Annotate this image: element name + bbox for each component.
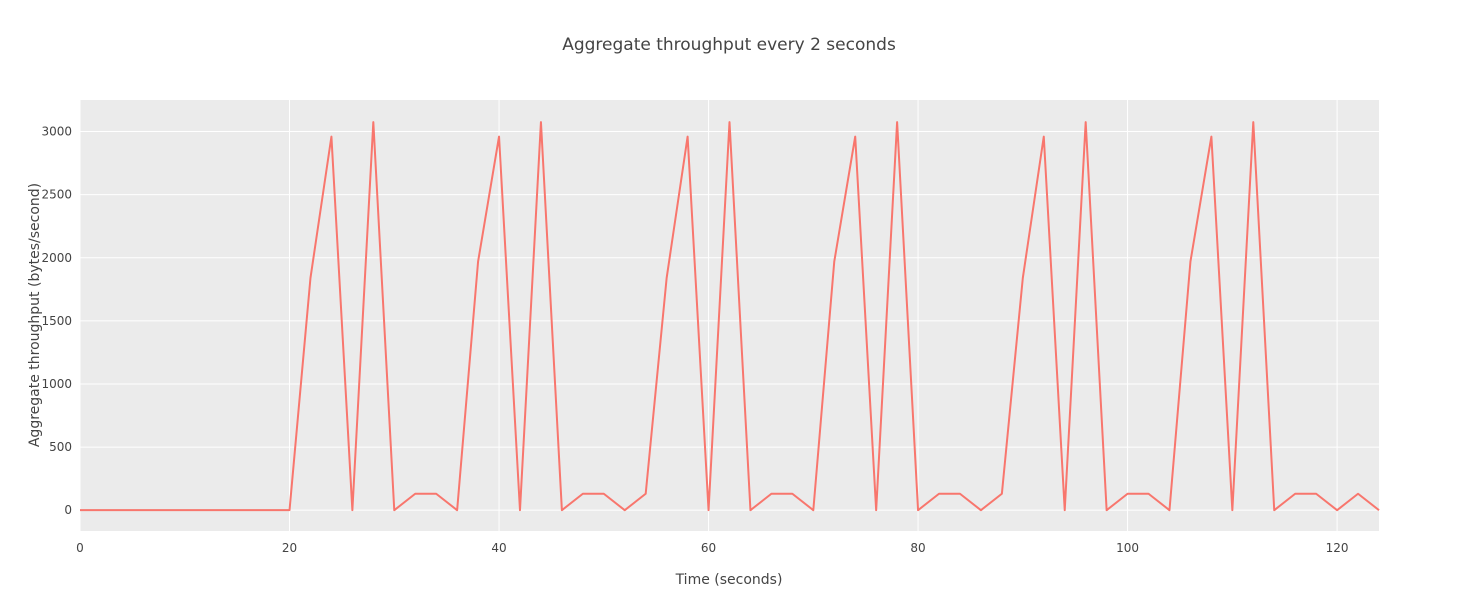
y-tick-labels: 0 500 1000 1500 2000 2500 3000 [41, 125, 72, 518]
series-layer [80, 121, 1380, 512]
x-tick-label: 40 [491, 541, 506, 555]
y-axis-title: Aggregate throughput (bytes/second) [27, 183, 43, 447]
series-line [80, 121, 1380, 512]
x-tick-labels: 0 20 40 60 80 100 120 [76, 541, 1348, 555]
x-tick-label: 0 [76, 541, 84, 555]
x-tick-label: 80 [910, 541, 925, 555]
y-tick-label: 2500 [41, 188, 72, 202]
y-tick-label: 0 [64, 503, 72, 517]
x-tick-label: 60 [701, 541, 716, 555]
y-tick-label: 2000 [41, 251, 72, 265]
y-tick-label: 3000 [41, 125, 72, 139]
x-axis-title: Time (seconds) [675, 572, 783, 588]
plot-background [80, 100, 1379, 531]
chart-title: Aggregate throughput every 2 seconds [562, 35, 896, 55]
y-tick-label: 1000 [41, 377, 72, 391]
x-tick-label: 100 [1116, 541, 1139, 555]
y-tick-label: 500 [49, 440, 72, 454]
x-tick-label: 120 [1326, 541, 1349, 555]
y-tick-label: 1500 [41, 314, 72, 328]
x-tick-label: 20 [282, 541, 297, 555]
